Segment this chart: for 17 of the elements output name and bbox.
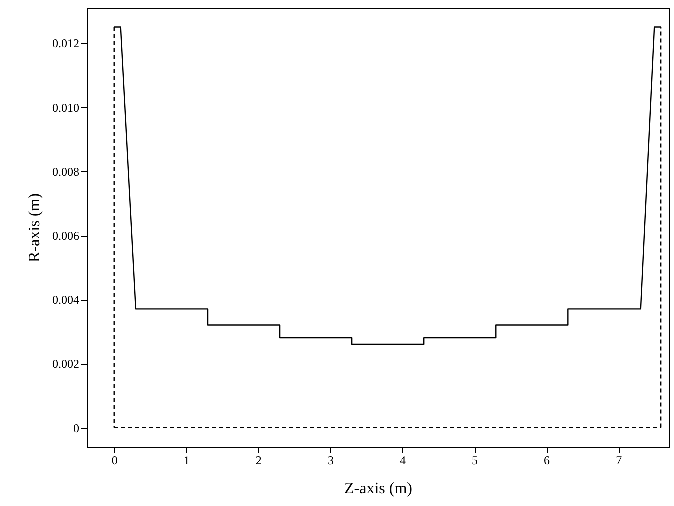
x-tick-label: 2: [256, 454, 262, 468]
y-tick-label: 0.008: [52, 164, 80, 179]
y-tick-label: 0.010: [52, 100, 80, 115]
x-axis-title: Z-axis (m): [344, 480, 412, 498]
y-axis-title: R-axis (m): [26, 194, 44, 262]
x-tick-label: 1: [184, 454, 190, 468]
y-tick-label: 0: [74, 421, 80, 436]
y-tick-label: 0.004: [52, 293, 80, 308]
x-tick-label: 4: [400, 454, 406, 468]
x-tick-label: 5: [472, 454, 478, 468]
y-tick-label: 0.006: [52, 229, 80, 244]
y-tick-label: 0.012: [52, 36, 80, 51]
x-tick-label: 0: [112, 454, 118, 468]
y-tick-label: 0.002: [52, 357, 80, 372]
x-tick-label: 6: [544, 454, 550, 468]
x-tick-label: 7: [616, 454, 622, 468]
x-tick-label: 3: [328, 454, 334, 468]
